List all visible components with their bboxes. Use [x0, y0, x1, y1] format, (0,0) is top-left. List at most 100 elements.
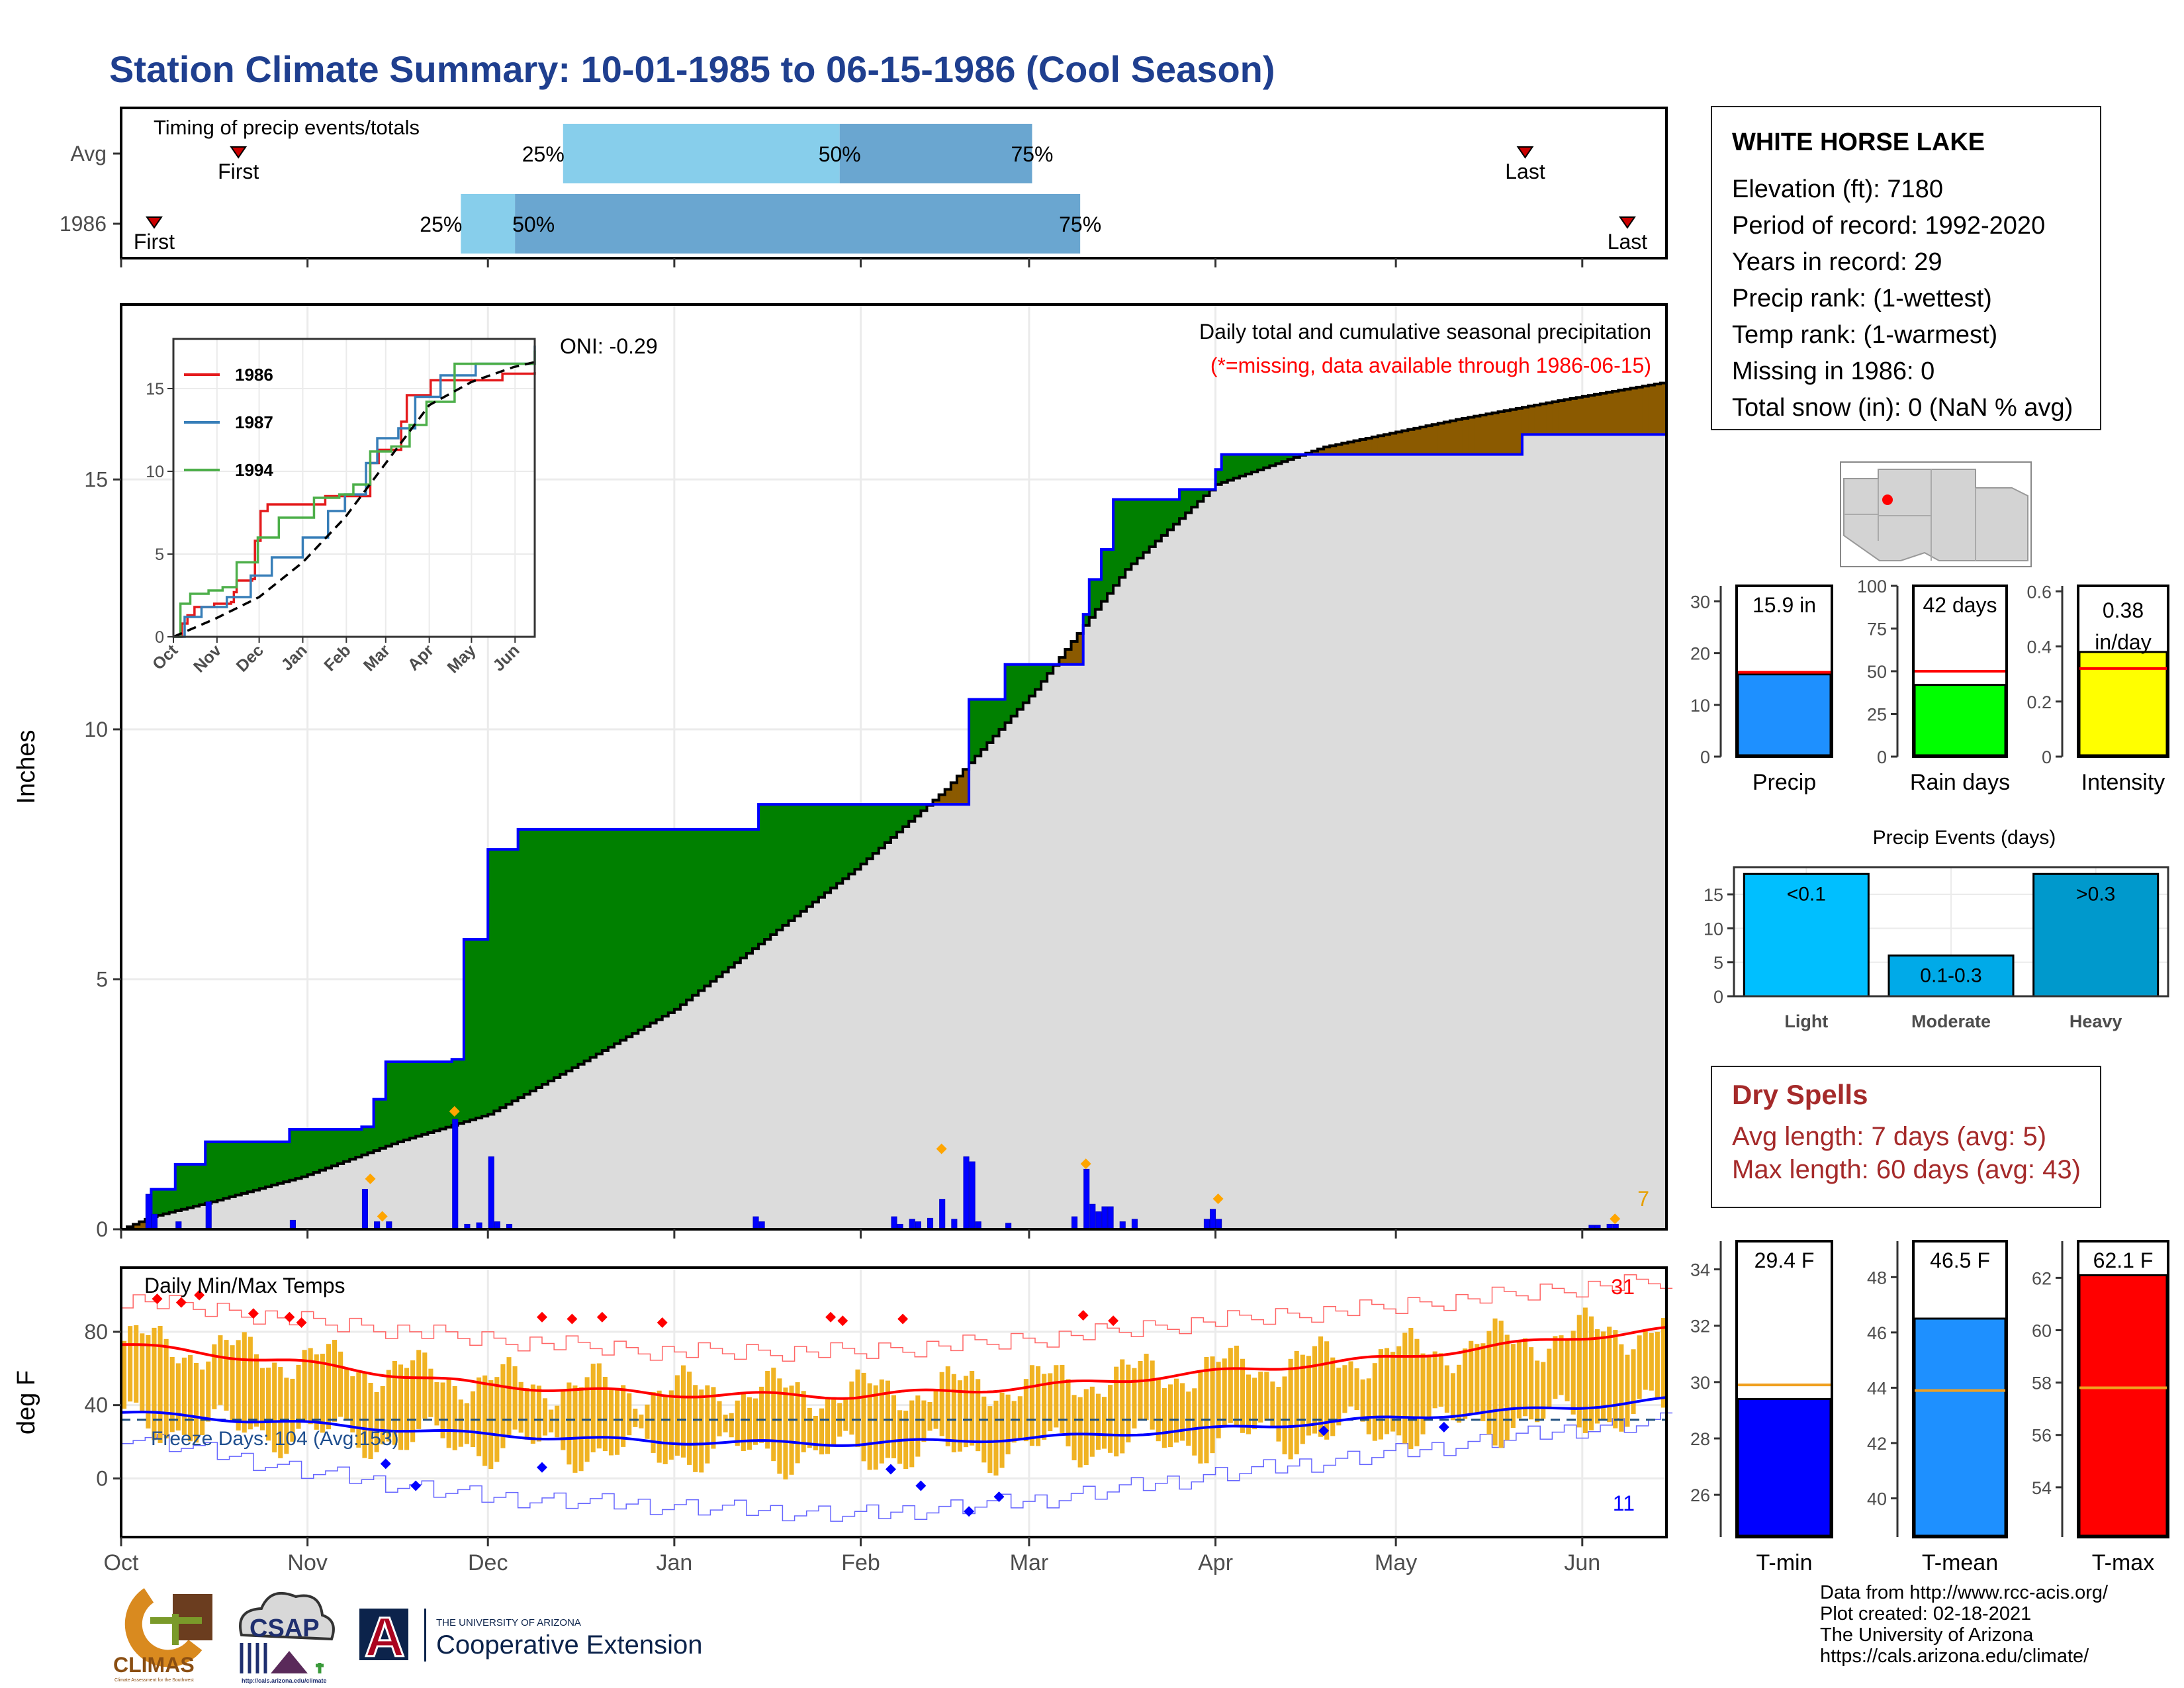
- precip-deficit-area: [1654, 384, 1661, 435]
- footer-line-university: The University of Arizona: [1820, 1624, 2034, 1646]
- temp-daily-bar: [596, 1363, 602, 1449]
- events-bar: [1888, 954, 2015, 998]
- precip-surplus-area: [1089, 579, 1096, 618]
- temp-daily-bar: [1180, 1383, 1185, 1441]
- precip-surplus-area: [367, 1127, 375, 1153]
- temp-daily-bar: [1463, 1348, 1468, 1419]
- temp-daily-bar: [122, 1340, 127, 1409]
- temp-daily-bar: [1300, 1354, 1305, 1444]
- precip-surplus-area: [512, 849, 519, 1102]
- temp-daily-bar: [752, 1398, 758, 1445]
- temp-daily-bar: [1120, 1359, 1125, 1454]
- precip-surplus-area: [794, 804, 801, 916]
- temp-record-high-marker: [837, 1315, 848, 1327]
- temp-daily-bar: [1083, 1389, 1089, 1466]
- stat-panel-y-tick-label: 50: [1867, 662, 1887, 682]
- logo-strip: CLIMAS Climate Assessment for the Southw…: [113, 1588, 702, 1684]
- temp-daily-bar: [723, 1415, 728, 1432]
- stat-panel-name: T-mean: [1922, 1550, 1998, 1575]
- temp-x-tick-label: Apr: [1198, 1550, 1233, 1575]
- temp-record-low-marker: [380, 1458, 391, 1470]
- temp-y-tick-label: 80: [84, 1320, 108, 1344]
- temp-record-low-marker: [1318, 1425, 1330, 1436]
- stat-panel-y-tick-label: 56: [2032, 1426, 2052, 1446]
- temp-daily-bar: [561, 1391, 566, 1450]
- precip-deficit-area: [1594, 394, 1601, 435]
- station-elevation: Elevation (ft): 7180: [1732, 175, 1943, 203]
- precip-surplus-area: [806, 804, 813, 907]
- precip-surplus-area: [313, 1129, 320, 1173]
- precip-surplus-area: [253, 1141, 260, 1190]
- temp-daily-bar: [1661, 1318, 1666, 1408]
- stat-panel-y-tick-label: 32: [1690, 1317, 1710, 1336]
- stat-panel-value-label: 15.9 in: [1752, 593, 1816, 617]
- precip-surplus-area: [866, 804, 874, 859]
- precip-surplus-area: [644, 829, 651, 1027]
- precip-surplus-area: [259, 1141, 266, 1189]
- temp-daily-bar: [602, 1376, 608, 1452]
- precip-surplus-area: [921, 804, 928, 811]
- temp-record-low-line: [121, 1412, 1673, 1522]
- stat-panel-y-tick-label: 60: [2032, 1321, 2052, 1340]
- temp-daily-bar: [512, 1366, 518, 1430]
- precip-surplus-area: [325, 1129, 332, 1168]
- temp-daily-bar: [1354, 1368, 1359, 1411]
- temp-avg-min-line: [120, 1396, 1667, 1447]
- temp-daily-bar: [446, 1379, 451, 1448]
- temp-daily-bar: [1576, 1315, 1582, 1428]
- precip-deficit-area: [1371, 437, 1379, 455]
- temp-daily-bar: [1150, 1360, 1155, 1430]
- temp-daily-bar: [945, 1366, 950, 1446]
- ua-logo-extension-text: Cooperative Extension: [436, 1630, 702, 1660]
- precip-base-area: [121, 434, 1666, 1229]
- temp-daily-bar: [867, 1383, 872, 1470]
- temp-daily-bar: [1366, 1378, 1371, 1434]
- precip-avg-cumulative-line: [121, 381, 1668, 1231]
- precip-surplus-area: [211, 1141, 218, 1202]
- precip-deficit-area: [1059, 657, 1066, 665]
- precip-deficit-area: [1318, 449, 1324, 455]
- temp-daily-bar: [380, 1385, 385, 1444]
- precip-deficit-area: [1522, 407, 1529, 435]
- temp-daily-bar: [1613, 1330, 1618, 1429]
- timing-frame: [120, 107, 1668, 259]
- timing-row-label: Avg: [70, 142, 107, 165]
- climas-logo: CLIMAS Climate Assessment for the Southw…: [113, 1588, 212, 1683]
- temp-daily-bar: [181, 1357, 187, 1435]
- station-missing: Missing in 1986: 0: [1732, 357, 1935, 385]
- precip-surplus-area: [277, 1141, 284, 1184]
- temp-daily-bar: [633, 1409, 638, 1427]
- temp-daily-bar: [272, 1362, 277, 1453]
- temp-daily-bar: [693, 1385, 698, 1472]
- temp-record-high-marker: [1108, 1315, 1119, 1327]
- stat-panel-y-tick-label: 58: [2032, 1374, 2052, 1393]
- temp-daily-bar: [555, 1405, 560, 1438]
- precip-deficit-area: [1390, 433, 1396, 455]
- temp-daily-bar: [175, 1363, 181, 1430]
- temp-daily-bar: [1649, 1333, 1654, 1391]
- temp-daily-bar: [1631, 1349, 1636, 1414]
- temp-daily-bar: [140, 1333, 145, 1414]
- oni-label: ONI: -0.29: [560, 334, 658, 358]
- stat-panel-y-tick-label: 100: [1857, 577, 1887, 596]
- precip-deficit-area: [1324, 447, 1330, 455]
- temp-daily-bar: [1619, 1344, 1624, 1432]
- temp-x-tick-label: Jan: [656, 1550, 692, 1575]
- precip-surplus-area: [788, 804, 796, 921]
- precip-surplus-area: [241, 1141, 248, 1194]
- events-y-tick-label: 5: [1713, 953, 1723, 973]
- temp-daily-bar: [518, 1382, 523, 1433]
- temp-daily-bar: [1246, 1374, 1251, 1434]
- precip-deficit-area: [1558, 400, 1565, 435]
- stat-panel-y-tick-label: 46: [1867, 1323, 1887, 1343]
- precip-surplus-area: [1113, 499, 1120, 586]
- csap-logo-url: http://cals.arizona.edu/climate: [242, 1677, 327, 1684]
- precip-surplus-area: [987, 699, 994, 743]
- timing-bar-50-75: [839, 124, 1032, 183]
- temp-daily-bar: [1480, 1343, 1486, 1421]
- temp-daily-bar: [933, 1389, 938, 1429]
- precip-surplus-area: [770, 804, 777, 935]
- precip-surplus-area: [614, 829, 621, 1044]
- precip-surplus-area: [1143, 499, 1150, 553]
- precip-surplus-area: [529, 829, 537, 1092]
